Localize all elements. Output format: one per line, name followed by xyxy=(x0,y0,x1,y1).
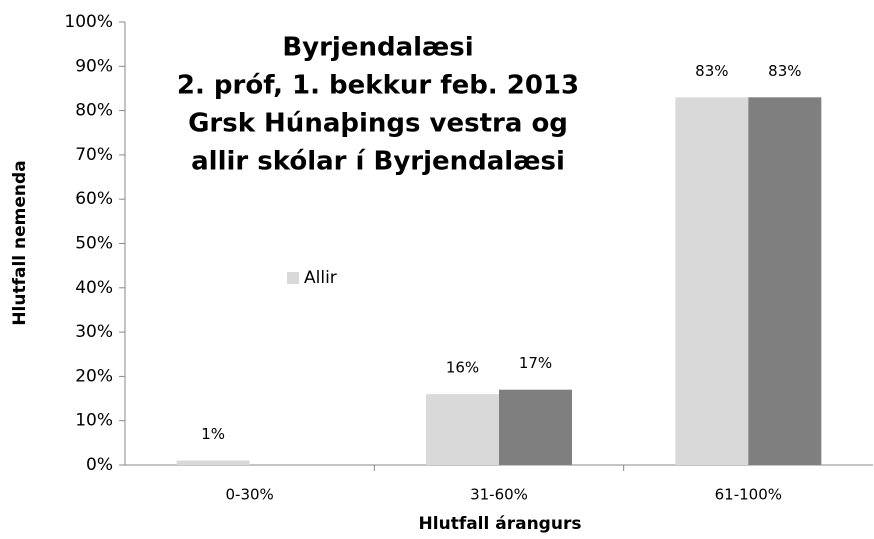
y-tick-label: 10% xyxy=(75,411,113,431)
legend-swatch xyxy=(287,272,299,284)
y-tick-label: 40% xyxy=(75,278,113,298)
y-tick-label: 80% xyxy=(75,101,113,121)
bar xyxy=(499,389,572,465)
data-label: 17% xyxy=(519,354,552,372)
y-tick-label: 0% xyxy=(86,455,113,475)
bar xyxy=(748,97,822,465)
x-axis-label: Hlutfall árangurs xyxy=(419,514,582,534)
bar xyxy=(176,460,250,465)
y-tick-label: 20% xyxy=(75,366,113,386)
chart-title: 2. próf, 1. bekkur feb. 2013 xyxy=(177,71,579,101)
y-tick-label: 100% xyxy=(64,12,113,32)
chart-title: Grsk Húnaþings vestra og xyxy=(188,109,568,139)
x-tick-label: 61-100% xyxy=(715,486,782,504)
y-tick-label: 60% xyxy=(75,189,113,209)
chart-title: allir skólar í Byrjendalæsi xyxy=(191,147,565,177)
chart-title: Byrjendalæsi xyxy=(282,33,473,63)
data-label: 83% xyxy=(695,62,728,80)
y-tick-label: 30% xyxy=(75,322,113,342)
bar xyxy=(426,394,499,465)
y-tick-label: 90% xyxy=(75,56,113,76)
x-tick-label: 31-60% xyxy=(470,486,528,504)
data-label: 1% xyxy=(201,425,225,443)
data-label: 16% xyxy=(446,359,479,377)
data-label: 83% xyxy=(768,62,801,80)
legend-label: Allir xyxy=(304,268,337,288)
bar xyxy=(675,97,749,465)
y-tick-label: 70% xyxy=(75,145,113,165)
y-tick-label: 50% xyxy=(75,234,113,254)
x-tick-label: 0-30% xyxy=(226,486,274,504)
y-axis-label: Hlutfall nemenda xyxy=(10,160,30,325)
